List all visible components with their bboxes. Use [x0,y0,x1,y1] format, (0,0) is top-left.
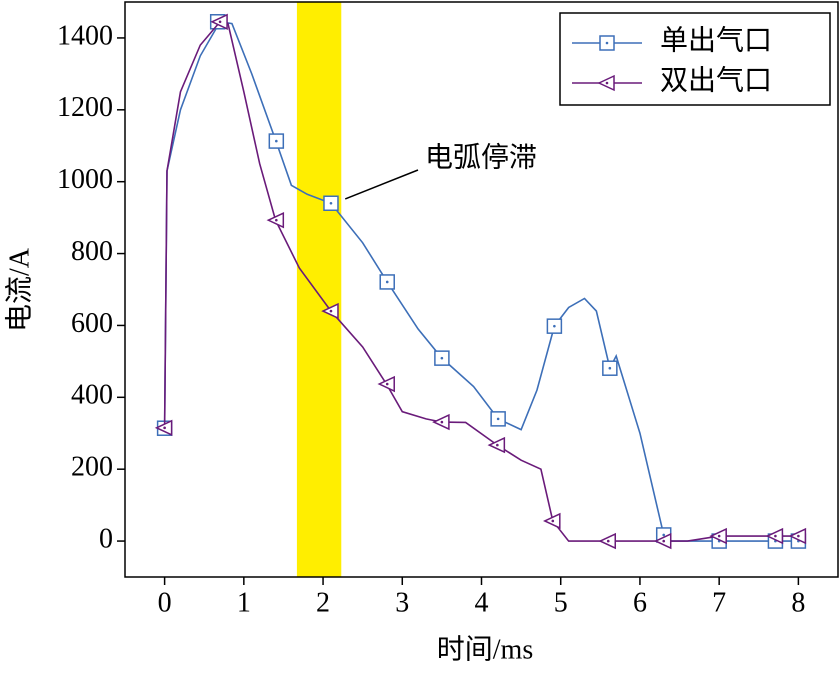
marker [434,350,450,366]
y-tick-label: 600 [71,308,113,339]
annotation-pointer [344,169,419,200]
x-tick-label: 7 [712,587,726,618]
x-tick-label: 5 [554,587,568,618]
marker [210,13,228,30]
marker-dot [385,280,389,284]
marker [266,211,285,229]
marker-dot [717,534,721,538]
x-tick-label: 0 [158,587,172,618]
y-axis-label: 电流/A [3,247,35,332]
marker [598,532,617,550]
y-tick-label: 1000 [57,164,113,195]
marker-dot [440,420,444,424]
x-tick-label: 8 [791,587,805,618]
x-axis-label: 时间/ms [437,633,533,665]
marker-dot [275,139,278,143]
marker [379,274,395,290]
marker-dot [496,443,499,447]
marker-dot [551,519,555,523]
x-tick-label: 2 [316,587,330,618]
marker [788,527,807,545]
y-tick-label: 1200 [57,92,113,123]
marker-dot [553,324,556,328]
y-tick-label: 0 [99,523,113,554]
y-tick-label: 1400 [57,20,113,51]
marker-dot [662,539,666,543]
marker [599,35,615,51]
x-tick-label: 3 [395,587,409,618]
marker [546,318,563,334]
y-tick-label: 800 [71,236,113,267]
marker [597,74,615,92]
legend-box [559,12,831,106]
x-tick-label: 1 [237,587,251,618]
marker-dot [605,41,609,45]
marker [377,375,395,393]
legend-label: 单出气口 [660,24,772,56]
y-tick-label: 400 [71,380,113,411]
marker-dot [440,356,444,360]
marker [268,133,285,149]
legend-label: 双出气口 [660,64,772,96]
marker-dot [605,81,609,85]
x-tick-label: 6 [633,587,647,618]
marker-dot [608,366,612,370]
marker [323,195,339,211]
marker [321,302,339,320]
marker-dot [606,539,610,543]
marker [709,527,727,545]
marker-dot [329,201,333,205]
marker-dot [329,309,333,313]
marker [432,413,450,431]
marker [653,532,672,550]
marker-dot [218,20,222,24]
marker [154,419,173,437]
marker [765,527,784,545]
marker-dot [797,534,800,538]
marker [487,436,506,454]
marker-dot [385,382,389,386]
marker-dot [275,218,278,222]
marker [602,360,618,376]
x-tick-label: 4 [475,587,489,618]
marker-dot [163,426,166,430]
y-tick-label: 200 [71,452,113,483]
annotation: 电弧停滞 [425,141,537,173]
marker-dot [774,534,777,538]
marker [490,411,506,427]
highlight-band [296,2,342,577]
marker-dot [496,417,500,421]
marker [543,512,561,530]
marker-dot [662,533,666,537]
